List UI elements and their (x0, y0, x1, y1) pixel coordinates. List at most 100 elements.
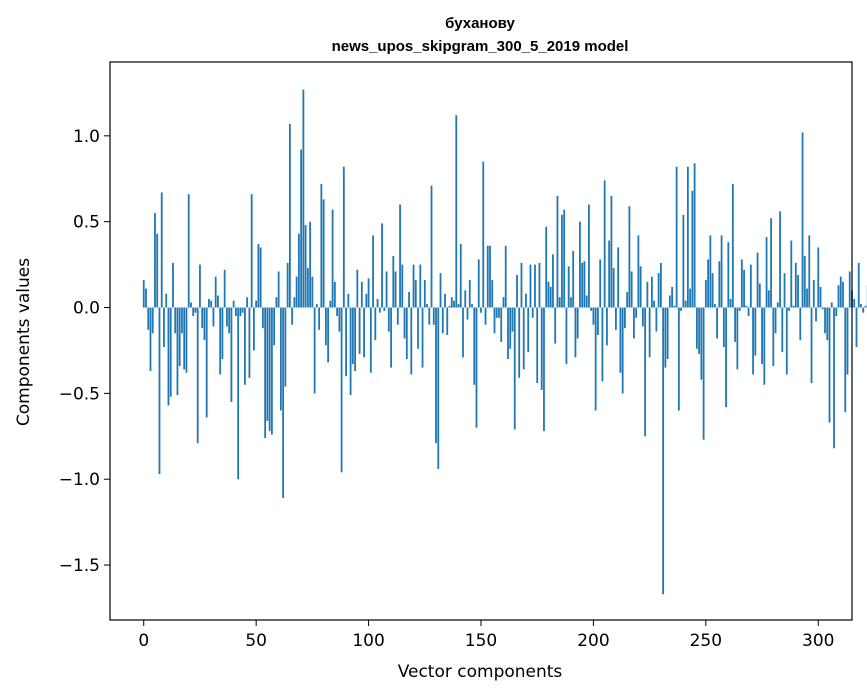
bar (194, 307, 197, 313)
bar (394, 271, 397, 308)
bar (702, 307, 705, 440)
bar (275, 297, 278, 308)
bar (270, 307, 273, 435)
bar (650, 276, 653, 308)
bar (360, 281, 363, 308)
bar (608, 240, 611, 308)
bar (639, 266, 642, 308)
bar (342, 166, 345, 308)
bar (169, 307, 172, 397)
bar (626, 292, 629, 308)
bar (185, 307, 188, 373)
bar (835, 307, 838, 317)
bar (824, 307, 826, 334)
bar (205, 307, 208, 418)
bar (565, 307, 568, 365)
bar (313, 307, 316, 394)
bar (372, 235, 374, 308)
bar (199, 264, 201, 308)
bar (212, 307, 215, 327)
y-tick-label: 0.5 (73, 213, 100, 233)
bar (520, 262, 523, 308)
bar (579, 221, 581, 308)
bar (684, 300, 687, 308)
y-tick-label: 0.0 (73, 299, 100, 319)
bar (848, 271, 851, 308)
bar (165, 293, 168, 308)
bar (628, 206, 631, 308)
bar (630, 271, 633, 308)
x-axis-label: Vector components (398, 662, 563, 682)
bar (837, 285, 840, 308)
x-axis-ticks: 0 50 100 150 200 250 300 (138, 620, 834, 651)
bar (693, 163, 696, 308)
bar (262, 307, 264, 329)
bar (273, 307, 276, 346)
bar (293, 297, 296, 308)
bar (583, 261, 586, 308)
bar (601, 307, 604, 382)
bar (226, 307, 228, 327)
y-axis-ticks: −1.5 −1.0 −0.5 0.0 0.5 1.0 (59, 127, 110, 576)
bar (529, 264, 532, 308)
bar (833, 307, 835, 449)
bar (615, 307, 617, 330)
bar (725, 307, 727, 408)
bar (178, 307, 181, 366)
bar (432, 307, 435, 325)
bar (812, 280, 815, 308)
bar (543, 307, 545, 432)
bar (592, 307, 595, 325)
bar (329, 300, 332, 308)
bar (509, 307, 512, 349)
x-tick-label: 150 (465, 631, 497, 651)
bar (597, 307, 599, 335)
bar (828, 307, 831, 423)
bar (464, 290, 467, 308)
bar (246, 297, 249, 308)
bar (401, 264, 404, 308)
bar (668, 295, 671, 308)
bar (513, 307, 516, 430)
bar (673, 305, 676, 308)
bar (196, 307, 199, 444)
bar (257, 243, 260, 308)
bar (208, 298, 210, 308)
y-tick-label: −0.5 (59, 384, 100, 404)
bar (603, 180, 606, 308)
bar (419, 264, 422, 308)
bar (268, 307, 271, 432)
bar (376, 298, 379, 308)
bar (297, 233, 300, 308)
bar (617, 247, 620, 308)
bar (223, 269, 226, 308)
bar (554, 307, 557, 344)
y-axis-label: Components values (14, 258, 34, 426)
bar (646, 281, 649, 308)
bar (689, 288, 692, 308)
bar (664, 307, 667, 368)
bar (421, 307, 424, 368)
bar (540, 307, 543, 390)
bar (187, 194, 190, 308)
bar (502, 297, 505, 308)
bar (662, 307, 665, 595)
bar (365, 293, 368, 308)
bar (230, 307, 233, 402)
bar (570, 297, 572, 308)
bar (358, 307, 361, 354)
bar (453, 300, 455, 308)
bar (779, 211, 781, 308)
bar (408, 292, 410, 308)
bar (286, 262, 289, 308)
bar (619, 307, 622, 373)
bar (340, 307, 343, 473)
bar (426, 304, 428, 308)
bar (594, 307, 597, 411)
bar (641, 307, 644, 327)
bar (803, 256, 806, 308)
bar (552, 254, 554, 308)
bar (446, 307, 449, 335)
bar (507, 307, 509, 360)
